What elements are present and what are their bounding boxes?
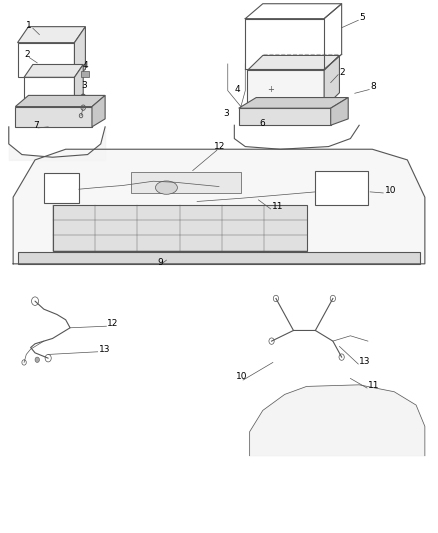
Circle shape xyxy=(45,354,51,362)
Polygon shape xyxy=(239,98,348,108)
Bar xyxy=(315,171,368,205)
Text: 11: 11 xyxy=(368,381,379,390)
Text: 7: 7 xyxy=(33,121,39,130)
Bar xyxy=(18,252,420,264)
Text: 5: 5 xyxy=(359,13,365,22)
Text: +: + xyxy=(267,85,274,93)
Bar xyxy=(131,172,241,193)
Text: 12: 12 xyxy=(214,142,225,151)
Text: 2: 2 xyxy=(339,68,345,77)
Bar xyxy=(53,205,307,251)
Text: 12: 12 xyxy=(107,319,119,328)
Text: 8: 8 xyxy=(370,82,376,91)
Polygon shape xyxy=(24,64,83,77)
Polygon shape xyxy=(92,95,105,127)
Polygon shape xyxy=(74,27,85,77)
Circle shape xyxy=(32,297,39,305)
Polygon shape xyxy=(18,27,85,43)
Text: 4: 4 xyxy=(234,85,240,94)
Text: 3: 3 xyxy=(81,81,87,90)
Polygon shape xyxy=(18,43,74,77)
Ellipse shape xyxy=(155,181,177,195)
Circle shape xyxy=(339,354,344,360)
Polygon shape xyxy=(15,107,92,127)
Bar xyxy=(44,173,79,203)
Text: 9: 9 xyxy=(158,259,163,268)
Circle shape xyxy=(330,295,336,302)
Polygon shape xyxy=(24,77,74,107)
Text: 13: 13 xyxy=(359,357,371,366)
Polygon shape xyxy=(32,65,60,77)
Text: 1: 1 xyxy=(26,21,32,30)
Bar xyxy=(81,71,89,77)
Polygon shape xyxy=(250,385,425,456)
Polygon shape xyxy=(74,64,83,107)
Polygon shape xyxy=(324,55,339,108)
Text: 11: 11 xyxy=(272,202,283,211)
Text: 4: 4 xyxy=(82,61,88,70)
Text: 13: 13 xyxy=(99,345,110,354)
Text: 3: 3 xyxy=(223,109,229,118)
Circle shape xyxy=(273,295,279,302)
Polygon shape xyxy=(247,55,339,70)
Polygon shape xyxy=(15,95,105,107)
Polygon shape xyxy=(239,108,331,125)
Text: 2: 2 xyxy=(24,50,30,59)
Polygon shape xyxy=(331,98,348,125)
Polygon shape xyxy=(13,149,425,264)
Circle shape xyxy=(22,360,26,365)
Circle shape xyxy=(35,357,39,362)
Text: 6: 6 xyxy=(260,119,265,128)
Circle shape xyxy=(269,338,274,344)
Text: 10: 10 xyxy=(236,373,247,382)
Circle shape xyxy=(81,94,85,100)
Text: 10: 10 xyxy=(385,186,396,195)
Polygon shape xyxy=(247,70,324,108)
